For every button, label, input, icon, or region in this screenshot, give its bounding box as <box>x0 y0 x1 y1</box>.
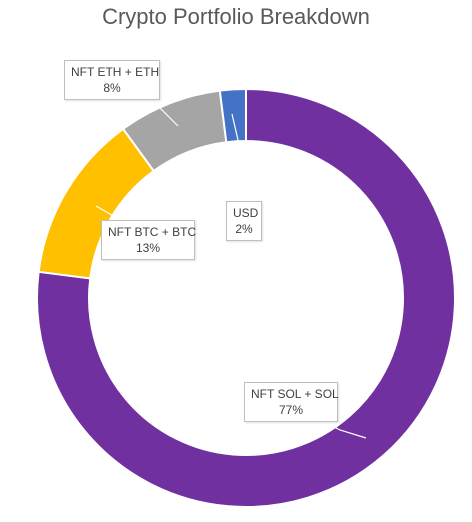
slice-pct-nft-btc: 13% <box>135 241 161 255</box>
leader-line-2 <box>231 113 239 201</box>
callout-nft-eth: NFT ETH + ETH 8% <box>64 60 160 100</box>
chart-title: Crypto Portfolio Breakdown <box>102 4 370 29</box>
callout-nft-btc: NFT BTC + BTC 13% <box>101 220 197 260</box>
slice-label-nft-btc: NFT BTC + BTC <box>108 225 197 239</box>
leader-line-0 <box>139 95 179 127</box>
slice-pct-usd: 2% <box>235 222 253 236</box>
donut-slice-nft-sol-sol <box>36 87 456 508</box>
slice-label-usd: USD <box>233 206 259 220</box>
callout-nft-sol: NFT SOL + SOL 77% <box>244 382 339 422</box>
callout-usd: USD 2% <box>226 201 262 241</box>
slice-label-nft-eth: NFT ETH + ETH <box>71 65 160 79</box>
leader-line-1 <box>95 205 123 223</box>
slice-label-nft-sol: NFT SOL + SOL <box>251 387 339 401</box>
slice-pct-nft-sol: 77% <box>278 403 304 417</box>
slice-pct-nft-eth: 8% <box>103 81 121 95</box>
leader-line-3 <box>319 419 367 439</box>
